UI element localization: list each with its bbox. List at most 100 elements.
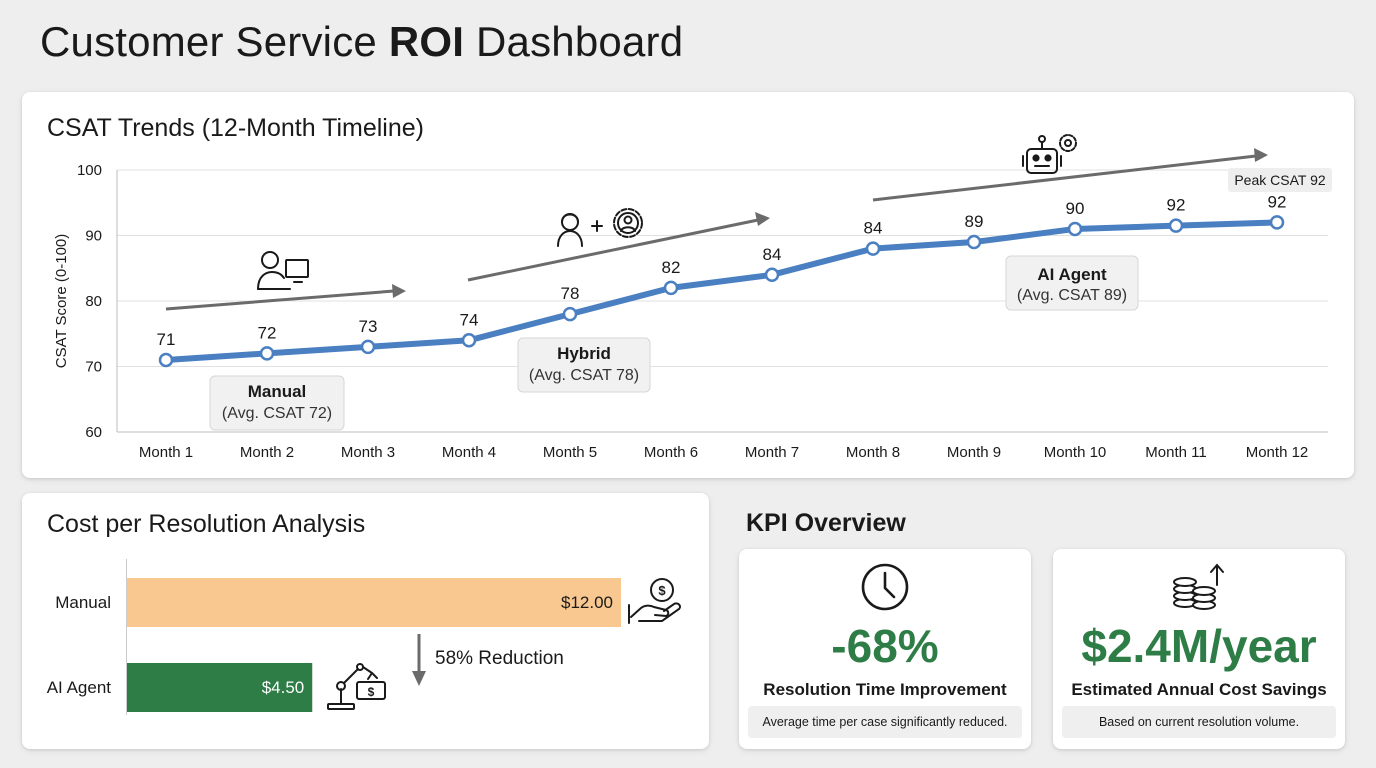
hand-holding-dollar-icon: $ bbox=[628, 578, 682, 624]
csat-data-label: 73 bbox=[359, 317, 378, 336]
kpi-card-resolution-time: -68% Resolution Time Improvement Average… bbox=[739, 549, 1031, 749]
csat-data-point bbox=[1168, 218, 1184, 233]
csat-data-label: 71 bbox=[157, 330, 176, 349]
csat-series-line bbox=[163, 219, 1280, 363]
x-tick-label: Month 9 bbox=[947, 444, 1001, 461]
csat-data-label: 92 bbox=[1167, 196, 1186, 215]
csat-data-label: 89 bbox=[965, 212, 984, 231]
manual-phase-name: Manual bbox=[248, 382, 307, 401]
clock-icon bbox=[861, 563, 909, 611]
hybrid-phase-label: Hybrid (Avg. CSAT 78) bbox=[517, 337, 651, 393]
kpi-card-cost-savings: $2.4M/year Estimated Annual Cost Savings… bbox=[1053, 549, 1345, 749]
peak-csat-box bbox=[1228, 168, 1332, 192]
manual-phase-detail: (Avg. CSAT 72) bbox=[222, 405, 332, 422]
ai-agent-phase-box bbox=[1005, 255, 1139, 311]
csat-data-label: 72 bbox=[258, 323, 277, 342]
hybrid-phase-box bbox=[517, 337, 651, 393]
y-tick-label: 90 bbox=[85, 228, 102, 245]
ai-trend-arrowhead bbox=[1254, 148, 1268, 162]
csat-data-label: 74 bbox=[460, 310, 479, 329]
robot-gear-icon bbox=[1022, 134, 1077, 174]
manual-trend-arrow bbox=[165, 289, 395, 311]
manual-trend-arrowhead bbox=[392, 284, 406, 298]
title-emphasis: ROI bbox=[388, 18, 465, 65]
csat-data-point bbox=[461, 333, 477, 348]
x-tick-label: Month 3 bbox=[341, 444, 395, 461]
cost-bar-value-ai-agent: $4.50 bbox=[262, 678, 305, 697]
phase-trend-arrows bbox=[165, 148, 1268, 311]
csat-data-point bbox=[562, 306, 578, 322]
csat-data-point bbox=[1269, 215, 1285, 230]
x-tick-label: Month 1 bbox=[139, 444, 193, 461]
ai-trend-arrow bbox=[872, 154, 1257, 202]
csat-trends-card: CSAT Trends (12-Month Timeline) 60 70 80 90… bbox=[22, 92, 1354, 478]
csat-data-point bbox=[764, 267, 780, 283]
csat-data-point bbox=[663, 280, 679, 296]
agent-at-computer-icon bbox=[257, 251, 309, 290]
reduction-arrow bbox=[412, 634, 426, 686]
agent-plus-gear-icon bbox=[557, 208, 643, 247]
cost-bar-ai-agent bbox=[127, 663, 313, 712]
svg-text:$: $ bbox=[658, 583, 666, 598]
csat-card-title: CSAT Trends (12-Month Timeline) bbox=[47, 114, 424, 142]
x-tick-label: Month 7 bbox=[745, 444, 799, 461]
hybrid-phase-detail: (Avg. CSAT 78) bbox=[529, 367, 639, 384]
robot-arm-cash-icon: $ bbox=[327, 663, 386, 710]
csat-data-label: 78 bbox=[561, 284, 580, 303]
kpi-overview-title: KPI Overview bbox=[746, 509, 906, 537]
x-tick-label: Month 4 bbox=[442, 444, 496, 461]
kpi-label-resolution-time: Resolution Time Improvement bbox=[763, 680, 1007, 699]
hybrid-phase-name: Hybrid bbox=[557, 344, 611, 363]
manual-phase-label: Manual (Avg. CSAT 72) bbox=[209, 375, 345, 431]
y-axis-label: CSAT Score (0-100) bbox=[53, 234, 70, 369]
hybrid-trend-arrow bbox=[467, 218, 759, 282]
cost-per-resolution-card: Cost per Resolution Analysis Manual $12.… bbox=[22, 493, 709, 749]
kpi-note-resolution-time: Average time per case significantly redu… bbox=[748, 706, 1022, 738]
hybrid-trend-arrowhead bbox=[755, 212, 770, 226]
peak-csat-tag: Peak CSAT 92 bbox=[1228, 168, 1332, 192]
csat-data-label: 84 bbox=[864, 219, 883, 238]
cost-bar-label-manual: Manual bbox=[55, 593, 111, 612]
csat-data-label: 84 bbox=[763, 245, 782, 264]
csat-data-point bbox=[158, 352, 174, 368]
csat-data-point bbox=[966, 234, 982, 250]
cost-card-title: Cost per Resolution Analysis bbox=[47, 510, 366, 538]
kpi-note-cost-savings: Based on current resolution volume. bbox=[1062, 706, 1336, 738]
svg-text:$: $ bbox=[368, 685, 375, 699]
csat-data-point bbox=[865, 241, 881, 256]
x-tick-label: Month 2 bbox=[240, 444, 294, 461]
kpi-value-cost-savings: $2.4M/year bbox=[1081, 620, 1317, 672]
csat-data-label: 90 bbox=[1066, 199, 1085, 218]
y-tick-label: 60 bbox=[85, 424, 102, 441]
csat-data-point bbox=[360, 339, 376, 355]
x-tick-label: Month 5 bbox=[543, 444, 597, 461]
csat-data-label: 82 bbox=[662, 258, 681, 277]
peak-csat-label: Peak CSAT 92 bbox=[1234, 172, 1326, 188]
page-title: Customer Service ROI Dashboard bbox=[40, 18, 683, 66]
y-tick-label: 80 bbox=[85, 293, 102, 310]
y-tick-label: 70 bbox=[85, 359, 102, 376]
title-prefix: Customer Service bbox=[40, 18, 389, 65]
x-tick-label: Month 11 bbox=[1145, 444, 1206, 461]
kpi-label-cost-savings: Estimated Annual Cost Savings bbox=[1071, 680, 1327, 699]
csat-data-point bbox=[1067, 221, 1083, 237]
x-tick-label: Month 6 bbox=[644, 444, 698, 461]
cost-bar-chart: Manual $12.00 AI Agent $4.50 58% Reducti… bbox=[47, 559, 682, 715]
csat-data-label: 92 bbox=[1268, 192, 1287, 211]
ai-agent-phase-detail: (Avg. CSAT 89) bbox=[1017, 287, 1127, 304]
manual-phase-box bbox=[209, 375, 345, 431]
ai-agent-phase-label: AI Agent (Avg. CSAT 89) bbox=[1005, 255, 1139, 311]
csat-line-chart: 60 70 80 90 100 CSAT Score (0-100) Month 1 Mont… bbox=[53, 134, 1332, 461]
cost-bar-manual bbox=[127, 578, 621, 627]
cost-bar-value-manual: $12.00 bbox=[561, 593, 613, 612]
x-tick-label: Month 12 bbox=[1246, 444, 1309, 461]
x-tick-label: Month 8 bbox=[846, 444, 900, 461]
ai-agent-phase-name: AI Agent bbox=[1037, 265, 1107, 284]
x-tick-label: Month 10 bbox=[1044, 444, 1107, 461]
title-suffix: Dashboard bbox=[464, 18, 684, 65]
cost-bar-label-ai-agent: AI Agent bbox=[47, 678, 112, 697]
reduction-label: 58% Reduction bbox=[435, 648, 564, 669]
kpi-value-resolution-time: -68% bbox=[831, 620, 939, 672]
y-tick-label: 100 bbox=[77, 162, 102, 179]
csat-data-point bbox=[259, 346, 275, 361]
